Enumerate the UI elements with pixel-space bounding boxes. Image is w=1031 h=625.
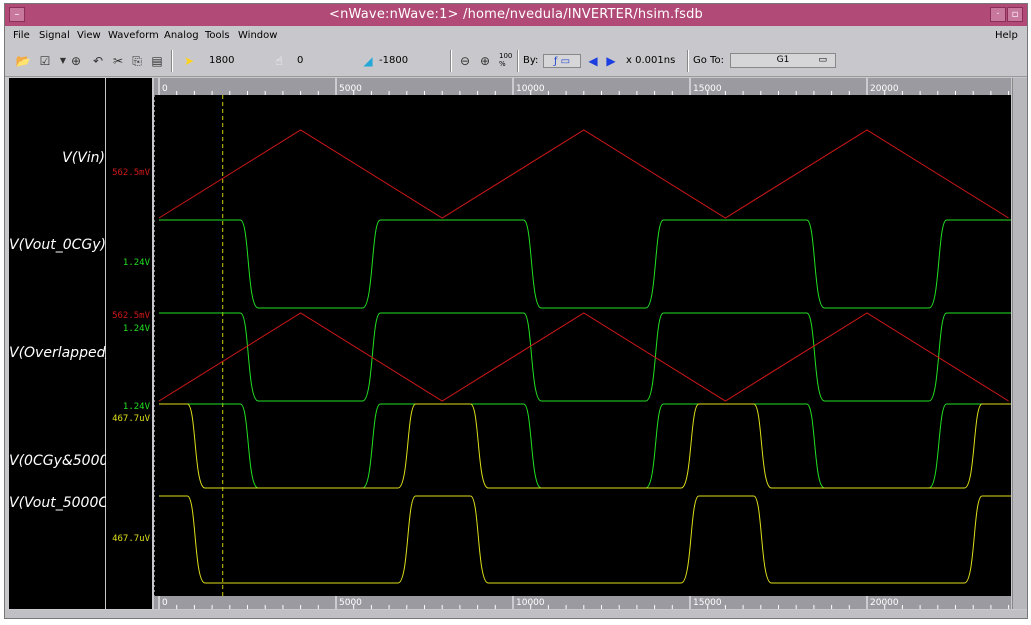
- window-title: <nWave:nWave:1> /home/nvedula/INVERTER/h…: [329, 7, 703, 22]
- vin-trace: [158, 129, 1009, 219]
- signal-name-vout-0cgy[interactable]: V(Vout_0CGy): [9, 237, 107, 253]
- check-icon[interactable]: ☑: [39, 54, 51, 68]
- delta-time: -1800: [379, 55, 409, 66]
- title-bar: – <nWave:nWave:1> /home/nvedula/INVERTER…: [5, 4, 1027, 26]
- signal-name-vin[interactable]: V(Vin): [62, 150, 105, 166]
- signal-name-pane: V(Vin) V(Vout_0CGy) V(Overlapped) V(0CGy…: [9, 78, 143, 609]
- paste-icon[interactable]: ▤: [151, 54, 163, 68]
- menu-signal[interactable]: Signal: [39, 30, 70, 41]
- vout-5000cgy-trace: [159, 495, 1011, 584]
- value-overlapped-vin: 562.5mV: [112, 311, 150, 321]
- previous-arrow-icon[interactable]: ◀: [588, 54, 598, 68]
- bottom-ruler-label: 5000: [339, 598, 362, 608]
- bottom-ruler-label: 15000: [693, 598, 722, 608]
- toolbar-separator: [687, 50, 689, 72]
- combined-vout0-trace: [159, 403, 1011, 489]
- undo-icon[interactable]: ↶: [92, 54, 104, 68]
- next-arrow-icon[interactable]: ▶: [606, 54, 616, 68]
- horizontal-scrollbar[interactable]: [5, 610, 1027, 618]
- bottom-ruler-label: 20000: [870, 598, 899, 608]
- combined-vout5000-trace: [159, 403, 1011, 489]
- overlapped-vout-trace: [159, 312, 1011, 402]
- delta-icon: ◢: [363, 54, 373, 68]
- signal-name-overlapped[interactable]: V(Overlapped): [9, 345, 111, 361]
- goto-select[interactable]: G1 ▭: [730, 53, 836, 68]
- minimize-button[interactable]: ·: [990, 7, 1006, 22]
- marker-icon[interactable]: ☝: [275, 54, 283, 68]
- value-vout-5000cgy: 467.7uV: [112, 534, 150, 544]
- top-ruler-label: 20000: [870, 84, 899, 94]
- bottom-ruler-label: 10000: [516, 598, 545, 608]
- vertical-scrollbar[interactable]: [1012, 78, 1027, 609]
- time-unit: x 0.001ns: [626, 55, 676, 66]
- goto-dropdown-icon: ▭: [818, 55, 827, 65]
- marker-time: 0: [297, 55, 304, 66]
- by-select[interactable]: ƒ ▭: [543, 54, 581, 68]
- signal-name-vout-5000cgy[interactable]: V(Vout_5000CGy): [9, 495, 133, 511]
- cursor-icon[interactable]: ➤: [183, 54, 195, 68]
- top-ruler-label: 10000: [516, 84, 545, 94]
- goto-label: Go To:: [693, 55, 724, 66]
- value-vout-0cgy: 1.24V: [122, 258, 150, 268]
- signal-icon[interactable]: ⊕: [70, 54, 82, 68]
- menu-bar: File Signal View Waveform Analog Tools W…: [5, 26, 1027, 46]
- bottom-ruler-bg: [154, 596, 1011, 609]
- waveform-canvas[interactable]: 0 5000 10000 15000 20000 0 5000 10000 15000 20000: [154, 78, 1011, 609]
- value-0cgy-5000-vout5000: 467.7uV: [112, 414, 150, 424]
- menu-waveform[interactable]: Waveform: [108, 30, 159, 41]
- toolbar: 📂 ☑ ▼ ⊕ ↶ ✂ ⎘ ▤ ➤ 1800 ☝ 0 ◢ -1800 ⊖ ⊕ 1…: [5, 46, 1027, 77]
- signal-value-pane: 562.5mV 1.24V 562.5mV 1.24V 1.24V 467.7u…: [106, 78, 152, 609]
- top-ruler-label: 15000: [693, 84, 722, 94]
- menu-help[interactable]: Help: [995, 30, 1018, 41]
- goto-value: G1: [776, 55, 790, 65]
- zoom-100-button[interactable]: 100 %: [499, 52, 513, 68]
- by-label: By:: [523, 55, 539, 66]
- menu-file[interactable]: File: [13, 30, 30, 41]
- dropdown-arrow-icon[interactable]: ▼: [59, 56, 67, 65]
- menu-tools[interactable]: Tools: [205, 30, 230, 41]
- cut-icon[interactable]: ✂: [112, 54, 124, 68]
- window-menu-button[interactable]: –: [9, 7, 25, 22]
- bottom-ruler-label: 0: [162, 598, 168, 608]
- value-0cgy-5000-vout0: 1.24V: [122, 402, 150, 412]
- value-overlapped-vout: 1.24V: [122, 324, 150, 334]
- waveform-pane[interactable]: 0 5000 10000 15000 20000 0 5000 10000 15000 20000: [154, 78, 1011, 609]
- cursor-time: 1800: [209, 55, 235, 66]
- value-vin: 562.5mV: [112, 168, 150, 178]
- top-ruler-label: 5000: [339, 84, 362, 94]
- toolbar-separator: [450, 50, 452, 72]
- open-icon[interactable]: 📂: [15, 54, 31, 68]
- top-ruler-label: 0: [162, 84, 168, 94]
- vout-0cgy-trace: [159, 219, 1011, 309]
- overlapped-vin-trace: [158, 312, 1009, 402]
- maximize-button[interactable]: ▫: [1007, 7, 1023, 22]
- zoom-out-icon[interactable]: ⊖: [459, 54, 471, 68]
- copy-icon[interactable]: ⎘: [132, 54, 142, 68]
- zoom-in-icon[interactable]: ⊕: [479, 54, 491, 68]
- toolbar-separator: [517, 50, 519, 72]
- toolbar-separator: [171, 50, 173, 72]
- menu-view[interactable]: View: [77, 30, 101, 41]
- top-ruler-bg: [154, 78, 1011, 95]
- menu-analog[interactable]: Analog: [164, 30, 199, 41]
- nwave-window: – <nWave:nWave:1> /home/nvedula/INVERTER…: [4, 3, 1028, 619]
- menu-window[interactable]: Window: [238, 30, 278, 41]
